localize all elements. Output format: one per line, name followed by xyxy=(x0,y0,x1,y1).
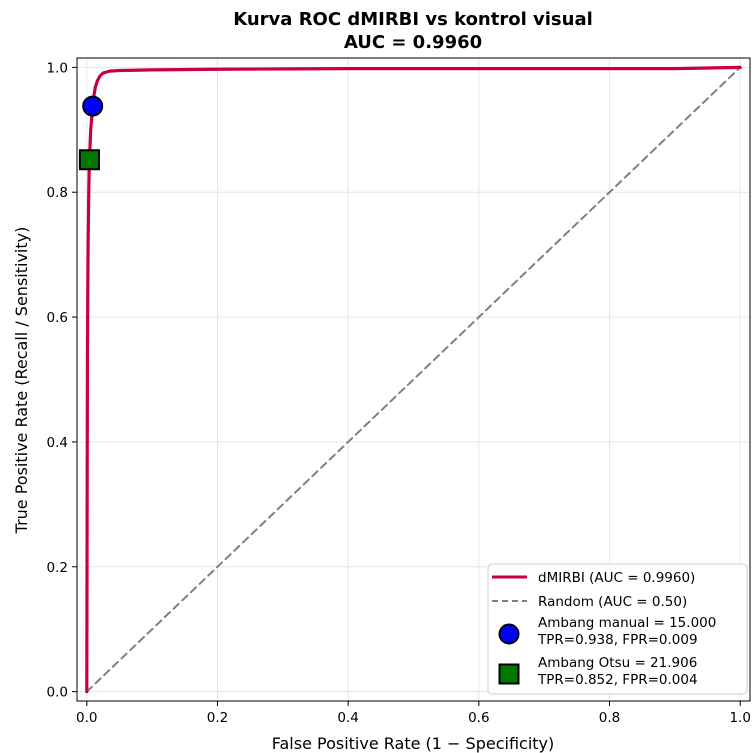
y-axis-label: True Positive Rate (Recall / Sensitivity… xyxy=(12,227,31,535)
manual-threshold-marker xyxy=(82,95,104,117)
legend-marker-manual xyxy=(498,623,520,645)
x-tick-label: 0.2 xyxy=(207,710,228,726)
x-tick-label: 0.4 xyxy=(337,710,358,726)
random-baseline-line xyxy=(85,66,742,693)
legend-detail-manual: TPR=0.938, FPR=0.009 xyxy=(537,632,698,648)
y-tick-label: 0.6 xyxy=(47,310,68,326)
roc-curve-layer xyxy=(85,65,742,694)
legend-label-random: Random (AUC = 0.50) xyxy=(538,594,687,610)
x-tick-label: 1.0 xyxy=(729,710,750,726)
x-axis-ticks: 0.0 0.2 0.4 0.6 0.8 1.0 xyxy=(76,701,751,726)
chart-subtitle: AUC = 0.9960 xyxy=(344,32,482,53)
plot-area xyxy=(76,57,751,702)
random-line-layer xyxy=(85,66,742,693)
legend-label-otsu: Ambang Otsu = 21.906 xyxy=(538,655,697,671)
y-tick-label: 0.0 xyxy=(47,685,68,701)
legend: dMIRBI (AUC = 0.9960) Random (AUC = 0.50… xyxy=(487,563,748,695)
x-tick-label: 0.6 xyxy=(468,710,489,726)
x-axis-label: False Positive Rate (1 − Specificity) xyxy=(272,734,555,753)
legend-label-manual: Ambang manual = 15.000 xyxy=(538,615,716,631)
chart-title: Kurva ROC dMIRBI vs kontrol visual xyxy=(233,9,593,30)
otsu-threshold-marker xyxy=(78,149,100,171)
y-tick-label: 1.0 xyxy=(47,60,68,76)
roc-curve-line xyxy=(85,65,742,694)
y-tick-label: 0.8 xyxy=(47,185,68,201)
legend-label-dmirbi: dMIRBI (AUC = 0.9960) xyxy=(538,570,695,586)
y-tick-label: 0.4 xyxy=(47,435,68,451)
legend-detail-otsu: TPR=0.852, FPR=0.004 xyxy=(537,672,698,688)
y-axis-ticks: 0.0 0.2 0.4 0.6 0.8 1.0 xyxy=(47,60,77,701)
grid xyxy=(77,58,750,701)
x-tick-label: 0.0 xyxy=(76,710,97,726)
legend-marker-otsu xyxy=(498,663,520,685)
threshold-markers xyxy=(78,95,104,171)
x-tick-label: 0.8 xyxy=(599,710,620,726)
legend-box xyxy=(487,563,748,695)
y-tick-label: 0.2 xyxy=(47,560,68,576)
